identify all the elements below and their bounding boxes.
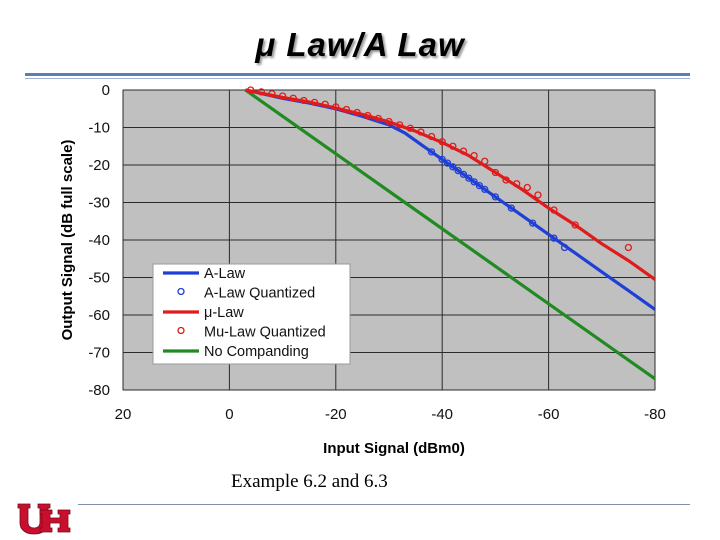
slide-caption: Example 6.2 and 6.3 <box>231 471 388 492</box>
series-mu-law-quantized-point <box>310 98 319 107</box>
uh-logo-icon <box>17 503 71 535</box>
series-mu-law-quantized-point <box>374 114 383 123</box>
series-a-law-quantized-point <box>465 174 473 182</box>
series-mu-law-quantized-point <box>332 103 340 111</box>
series-a-law-quantized-point <box>481 185 489 194</box>
series-mu-law-quantized-point <box>624 243 633 252</box>
series-mu-law-quantized-point <box>268 90 276 98</box>
series-a-law-quantized-point <box>459 170 468 179</box>
x-axis-label: Input Signal (dBm0) <box>323 440 465 457</box>
series-mu-law-quantized-point <box>342 105 351 114</box>
series-mu-law-quantized-point <box>353 108 361 117</box>
series-mu-law-quantized-point <box>449 142 457 150</box>
series-mu-law-quantized-point <box>385 117 393 126</box>
series-mu-law-quantized-point <box>427 132 436 141</box>
uh-logo-shape <box>17 503 71 535</box>
series-a-law-quantized-point <box>470 178 478 186</box>
series-a-law-quantized-point <box>528 219 537 227</box>
series-mu-law-quantized-point <box>534 191 542 199</box>
legend-marker-swatch <box>177 287 185 296</box>
series-layer <box>244 86 656 381</box>
slide-title: μ Law/A Law <box>255 26 465 63</box>
bottom-rule <box>78 504 690 505</box>
series-mu-law-quantized-point <box>406 124 414 132</box>
series-mu-law-quantized-point <box>438 138 446 146</box>
series-mu-law-quantized-point <box>278 92 287 100</box>
y-tick-labels: 0 -10 -20 -30 -40 -50 -60 -70 -80 <box>88 82 110 399</box>
x-tick-label: 20 <box>115 406 132 423</box>
y-tick-label: -60 <box>88 307 110 324</box>
series-a-law-quantized-point <box>560 243 569 252</box>
legend-label: A-Law Quantized <box>204 286 315 302</box>
series-mu-law-quantized-point <box>550 206 558 214</box>
series-a-law-quantized-point <box>491 193 500 201</box>
legend-box <box>152 263 351 365</box>
y-axis-label: Output Signal (dB full scale) <box>59 140 76 341</box>
y-tick-label: -20 <box>88 157 110 174</box>
x-tick-label: -80 <box>644 406 666 423</box>
legend: A-Law A-Law Quantized μ-Law Mu-Law Quantize… <box>152 263 351 365</box>
law-comparison-chart: 20 0 -20 -40 -60 -80 0 -10 -20 -30 -40 -50 -60 -70 -8… <box>59 82 666 457</box>
series-mu-law-quantized-point <box>571 221 579 229</box>
series-a-law-quantized-point <box>454 166 462 175</box>
x-tick-label: -20 <box>325 406 347 423</box>
series-mu-law-quantized-point <box>257 88 265 96</box>
y-tick-label: -30 <box>88 195 110 212</box>
series-a-law-quantized-point <box>475 181 484 190</box>
series-mu-law-quantized-point <box>523 183 531 192</box>
x-tick-labels: 20 0 -20 -40 -60 -80 <box>115 406 666 423</box>
x-tick-label: -40 <box>431 406 453 423</box>
series-mu-law-quantized-point <box>417 128 425 136</box>
series-a-law-quantized-point <box>427 148 436 156</box>
x-tick-label: 0 <box>225 406 233 423</box>
y-tick-label: -50 <box>88 270 110 287</box>
legend-label: μ-Law <box>204 305 244 321</box>
legend-label: Mu-Law Quantized <box>204 325 326 341</box>
series-a-law-quantized-point <box>438 155 446 164</box>
title-rule <box>25 73 690 76</box>
x-tick-label: -60 <box>538 406 560 423</box>
series-mu-law-quantized-point <box>289 94 297 102</box>
legend-label: No Companding <box>204 344 309 360</box>
series-no-companding-line <box>244 88 656 381</box>
series-a-law-quantized-point <box>550 234 558 242</box>
y-tick-label: -40 <box>88 232 110 249</box>
series-a-law-quantized-point <box>443 159 452 167</box>
series-mu-law-quantized-point <box>395 121 404 129</box>
series-mu-law-quantized-point <box>321 100 329 108</box>
title-rule-secondary <box>25 78 690 79</box>
series-mu-law-quantized-point <box>459 147 468 155</box>
series-mu-law-quantized-point <box>502 176 510 184</box>
y-tick-label: 0 <box>102 82 110 99</box>
grid-lines <box>122 89 656 391</box>
y-tick-label: -80 <box>88 382 110 399</box>
y-tick-label: -70 <box>88 345 110 362</box>
series-a-law-quantized-point <box>449 163 457 171</box>
series-mu-law-quantized-point <box>481 157 489 165</box>
series-mu-law-quantized-point <box>513 180 521 188</box>
series-mu-law-quantized-point <box>300 96 308 105</box>
series-a-law-quantized-point <box>507 204 516 212</box>
series-mu-law-quantized-point <box>470 151 478 160</box>
series-mu-law-quantized-point <box>247 86 255 94</box>
series-mu-law-quantized-point <box>491 168 500 177</box>
legend-label: A-Law <box>204 266 246 282</box>
y-tick-label: -10 <box>88 120 110 137</box>
series-mu-law-quantized-point <box>364 111 372 120</box>
legend-marker-swatch <box>177 326 185 335</box>
